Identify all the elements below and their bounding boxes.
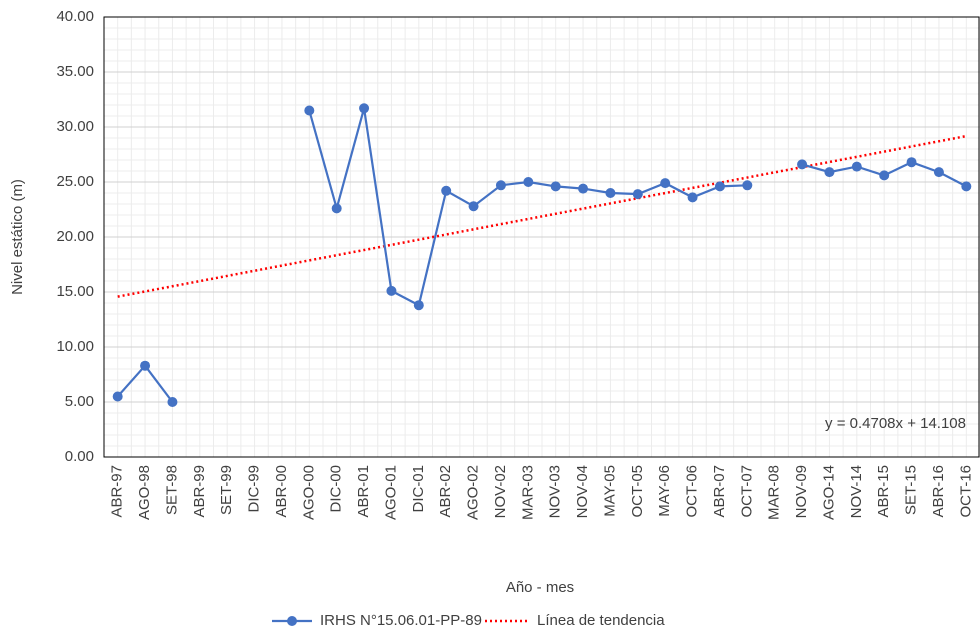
data-point xyxy=(714,181,725,192)
data-point xyxy=(359,103,370,114)
x-tick-label: MAY-06 xyxy=(656,465,673,517)
x-tick-label: MAR-03 xyxy=(519,465,536,520)
x-tick-label: MAR-08 xyxy=(766,465,783,520)
x-tick-label: OCT-06 xyxy=(684,465,701,518)
legend-marker xyxy=(287,616,297,626)
x-tick-label: ABR-15 xyxy=(875,465,892,518)
trendline-equation: y = 0.4708x + 14.108 xyxy=(825,415,966,432)
x-tick-label: NOV-03 xyxy=(547,465,564,518)
y-tick-label: 40.00 xyxy=(56,8,94,25)
y-tick-label: 25.00 xyxy=(56,173,94,190)
data-point xyxy=(879,170,890,181)
x-tick-label: ABR-00 xyxy=(273,465,290,518)
data-point xyxy=(906,157,917,168)
data-point xyxy=(687,192,698,203)
x-tick-label: ABR-07 xyxy=(711,465,728,518)
x-tick-label: DIC-01 xyxy=(410,465,427,513)
x-tick-label: AGO-00 xyxy=(300,465,317,520)
data-point xyxy=(112,391,123,402)
x-tick-label: DIC-00 xyxy=(328,465,345,513)
trendline xyxy=(117,134,967,298)
data-point xyxy=(933,167,944,178)
data-point xyxy=(140,360,151,371)
data-point xyxy=(331,203,342,214)
x-tick-label: ABR-02 xyxy=(437,465,454,518)
y-axis-title: Nivel estático (m) xyxy=(9,179,26,295)
legend-label: IRHS N°15.06.01-PP-89 xyxy=(320,612,482,629)
x-tick-label: MAY-05 xyxy=(601,465,618,517)
y-tick-label: 5.00 xyxy=(65,393,94,410)
data-point xyxy=(851,161,862,172)
x-tick-label: NOV-14 xyxy=(848,465,865,518)
x-tick-label: AGO-01 xyxy=(382,465,399,520)
x-tick-label: ABR-97 xyxy=(109,465,126,518)
x-tick-label: ABR-01 xyxy=(355,465,372,518)
y-tick-label: 0.00 xyxy=(65,448,94,465)
x-tick-label: SET-99 xyxy=(218,465,235,515)
y-tick-label: 10.00 xyxy=(56,338,94,355)
x-tick-label: OCT-16 xyxy=(957,465,974,518)
data-point xyxy=(632,189,643,200)
plot-border xyxy=(103,16,980,458)
data-point xyxy=(523,177,534,187)
data-point xyxy=(550,181,561,192)
data-point xyxy=(742,180,753,191)
x-tick-label: AGO-98 xyxy=(136,465,153,520)
y-tick-label: 35.00 xyxy=(56,63,94,80)
x-tick-label: NOV-02 xyxy=(492,465,509,518)
y-tick-label: 20.00 xyxy=(56,228,94,245)
data-point xyxy=(824,167,835,178)
x-tick-label: OCT-07 xyxy=(738,465,755,518)
x-tick-label: ABR-16 xyxy=(930,465,947,518)
data-point xyxy=(441,185,452,196)
x-tick-label: SET-98 xyxy=(163,465,180,515)
data-point xyxy=(413,300,424,311)
x-tick-label: ABR-99 xyxy=(191,465,208,518)
x-tick-label: SET-15 xyxy=(903,465,920,515)
data-point xyxy=(660,178,671,189)
x-tick-label: DIC-99 xyxy=(246,465,263,513)
x-axis-title: Año - mes xyxy=(506,579,574,596)
x-tick-label: OCT-05 xyxy=(629,465,646,518)
legend-label: Línea de tendencia xyxy=(537,612,665,629)
data-point xyxy=(495,180,506,191)
y-tick-label: 30.00 xyxy=(56,118,94,135)
x-tick-label: NOV-09 xyxy=(793,465,810,518)
data-point xyxy=(797,159,808,170)
data-point xyxy=(605,188,616,198)
x-tick-label: AGO-02 xyxy=(465,465,482,520)
data-point xyxy=(386,285,397,296)
data-point xyxy=(961,181,972,192)
y-tick-label: 15.00 xyxy=(56,283,94,300)
data-point xyxy=(167,397,178,407)
data-point xyxy=(304,105,315,116)
x-tick-label: AGO-14 xyxy=(820,465,837,520)
data-point xyxy=(578,183,589,194)
x-tick-label: NOV-04 xyxy=(574,465,591,518)
data-point xyxy=(468,201,479,212)
